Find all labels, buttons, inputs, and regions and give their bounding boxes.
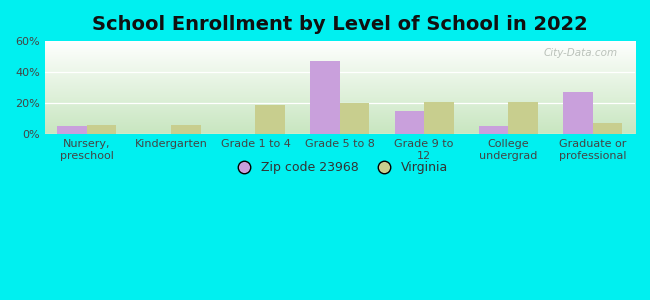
Bar [564,92,593,134]
Text: City-Data.com: City-Data.com [543,48,618,58]
Bar [57,126,87,134]
Bar [171,125,201,134]
Bar [87,125,116,134]
Legend: Zip code 23968, Virginia: Zip code 23968, Virginia [226,156,454,179]
Bar [255,105,285,134]
Bar [310,61,340,134]
Title: School Enrollment by Level of School in 2022: School Enrollment by Level of School in … [92,15,588,34]
Bar [479,126,508,134]
Bar [340,103,369,134]
Bar [424,102,454,134]
Bar [593,123,622,134]
Bar [508,102,538,134]
Bar [395,111,424,134]
